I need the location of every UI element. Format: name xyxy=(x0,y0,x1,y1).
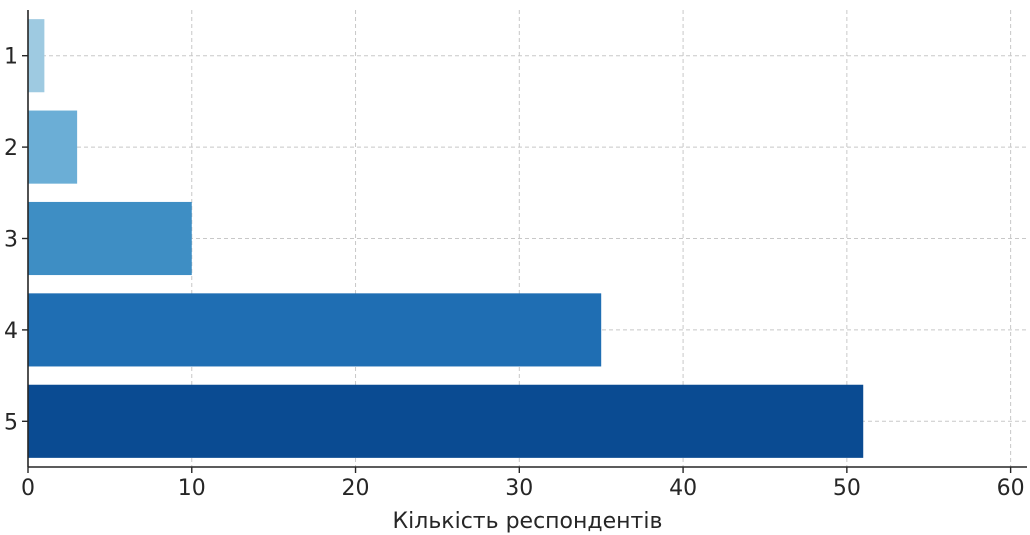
y-tick-label: 5 xyxy=(4,410,18,435)
x-axis-label: Кількість респондентів xyxy=(393,509,663,534)
y-tick-label: 2 xyxy=(4,136,18,161)
bar-1 xyxy=(28,19,45,93)
x-tick-label: 60 xyxy=(997,476,1025,501)
bar-3 xyxy=(28,201,192,276)
bar-5 xyxy=(28,384,864,458)
x-tick-label: 20 xyxy=(342,476,370,501)
x-tick-label: 10 xyxy=(178,476,206,501)
y-tick-label: 3 xyxy=(4,228,18,253)
bar-2 xyxy=(28,110,78,184)
x-tick-label: 40 xyxy=(669,476,697,501)
x-tick-label: 50 xyxy=(833,476,861,501)
x-tick-label: 0 xyxy=(21,476,35,501)
y-tick-label: 4 xyxy=(4,319,18,344)
y-tick-label: 1 xyxy=(4,45,18,70)
ticks: 0 10 20 30 40 50 60 1 2 3 4 5 xyxy=(4,45,1025,501)
bars xyxy=(28,19,864,458)
x-tick-label: 30 xyxy=(505,476,533,501)
bar-4 xyxy=(28,293,602,367)
